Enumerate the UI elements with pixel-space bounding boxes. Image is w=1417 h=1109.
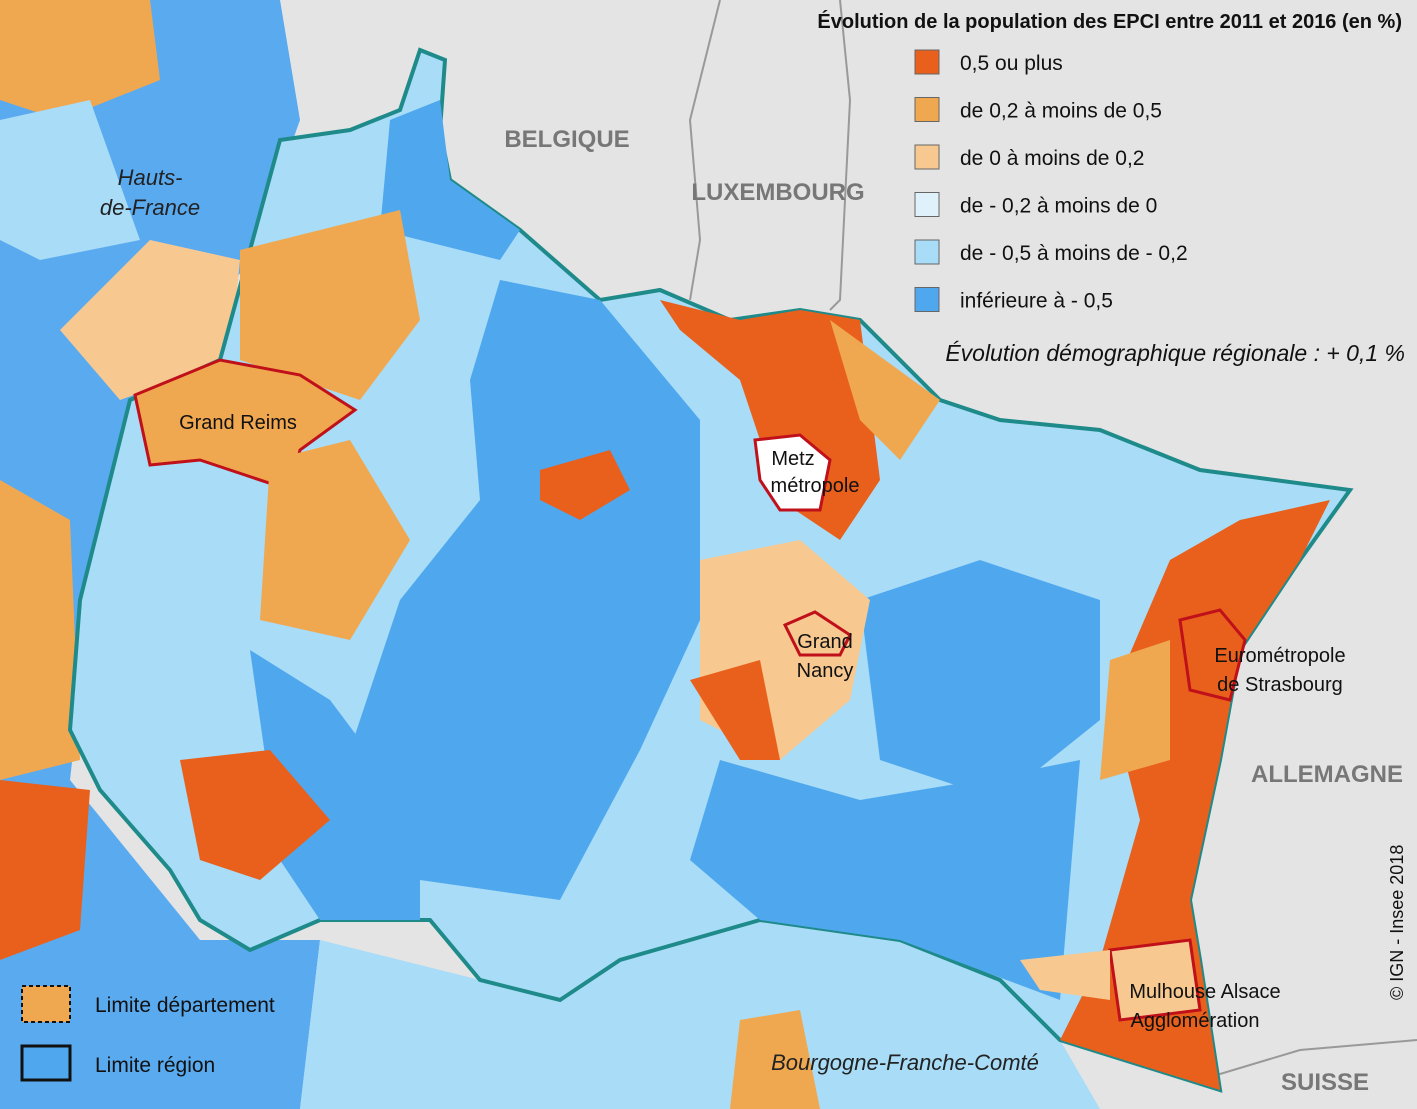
legend-swatch-region — [20, 1044, 72, 1082]
label-line: métropole — [771, 475, 860, 497]
label-line: de Strasbourg — [1217, 674, 1343, 696]
legend-label: inférieure à - 0,5 — [960, 290, 1113, 313]
neighbour-area — [0, 780, 90, 960]
epci-area — [260, 440, 410, 640]
neighbour-region — [300, 920, 1100, 1109]
place-label: Metz métropole — [771, 448, 860, 497]
legend-note: Évolution démographique régionale : + 0,… — [945, 340, 1405, 366]
epci-area — [540, 450, 630, 520]
boundary-legend-label: Limite région — [95, 1054, 215, 1077]
epci-mulhouse — [1108, 938, 1202, 1022]
epci-area — [340, 280, 700, 900]
region-label: Bourgogne-Franche-Comté — [771, 1050, 1039, 1075]
epci-area — [830, 320, 940, 460]
place-label: Grand Reims — [179, 412, 297, 434]
label-line: Grand Reims — [179, 412, 297, 434]
country-label: BELGIQUE — [504, 126, 629, 153]
legend: 0,5 ou plus de 0,2 à moins de 0,5 de 0 à m… — [914, 49, 1188, 313]
epci-area — [1100, 640, 1170, 780]
place-label: Eurométropole de Strasbourg — [1214, 645, 1345, 696]
epci-area — [690, 660, 780, 760]
legend-title: Évolution de la population des EPCI entr… — [817, 10, 1402, 33]
country-label: LUXEMBOURG — [691, 179, 864, 206]
neighbour-area — [730, 1010, 820, 1109]
neighbour-area — [60, 240, 240, 400]
legend-label: de - 0,5 à moins de - 0,2 — [960, 242, 1188, 265]
epci-area — [860, 560, 1100, 800]
legend-swatch — [914, 49, 940, 75]
label-line: Mulhouse Alsace — [1129, 981, 1280, 1003]
legend-label: de 0,2 à moins de 0,5 — [960, 100, 1162, 123]
neighbour-area — [0, 0, 160, 120]
legend-swatch-department — [21, 985, 71, 1023]
label-line: Bourgogne-Franche-Comté — [771, 1050, 1039, 1075]
country-label: SUISSE — [1281, 1069, 1369, 1096]
legend-swatch — [914, 287, 940, 312]
label-line: de-France — [100, 195, 200, 220]
legend-swatch — [914, 239, 940, 265]
place-label: Mulhouse Alsace Agglomération — [1129, 981, 1280, 1032]
label-line: Nancy — [797, 660, 854, 682]
epci-metz — [753, 433, 832, 512]
label-line: Agglomération — [1131, 1010, 1260, 1032]
legend-label: 0,5 ou plus — [960, 52, 1063, 75]
epci-area — [690, 760, 1080, 1000]
country-label: ALLEMAGNE — [1251, 761, 1403, 788]
epci-area — [240, 210, 420, 400]
country-border — [688, 0, 1417, 1081]
region-label: Hauts-de-France — [100, 165, 200, 220]
label-line: Grand — [797, 631, 853, 653]
legend-label: de 0 à moins de 0,2 — [960, 147, 1144, 170]
epci-grand-nancy — [782, 610, 852, 657]
credit: © IGN - Insee 2018 — [1387, 845, 1407, 1000]
label-line: Eurométropole — [1214, 645, 1345, 667]
legend-label: de - 0,2 à moins de 0 — [960, 195, 1157, 218]
epci-area — [1020, 950, 1110, 1000]
epci-area — [380, 100, 520, 260]
legend-swatch — [914, 144, 940, 170]
label-line: Metz — [771, 448, 814, 470]
epci-strasbourg — [1178, 608, 1247, 702]
epci-area — [180, 750, 330, 880]
epci-area — [250, 650, 420, 920]
legend-swatch — [914, 192, 940, 217]
legend-swatch — [914, 97, 940, 122]
boundary-legend-label: Limite département — [95, 994, 275, 1017]
neighbour-area — [0, 100, 140, 260]
place-label: Grand Nancy — [797, 631, 854, 682]
neighbour-area — [0, 480, 80, 780]
epci-area — [1060, 500, 1330, 1090]
epci-grand-reims — [133, 358, 358, 492]
label-line: Hauts- — [118, 165, 183, 190]
